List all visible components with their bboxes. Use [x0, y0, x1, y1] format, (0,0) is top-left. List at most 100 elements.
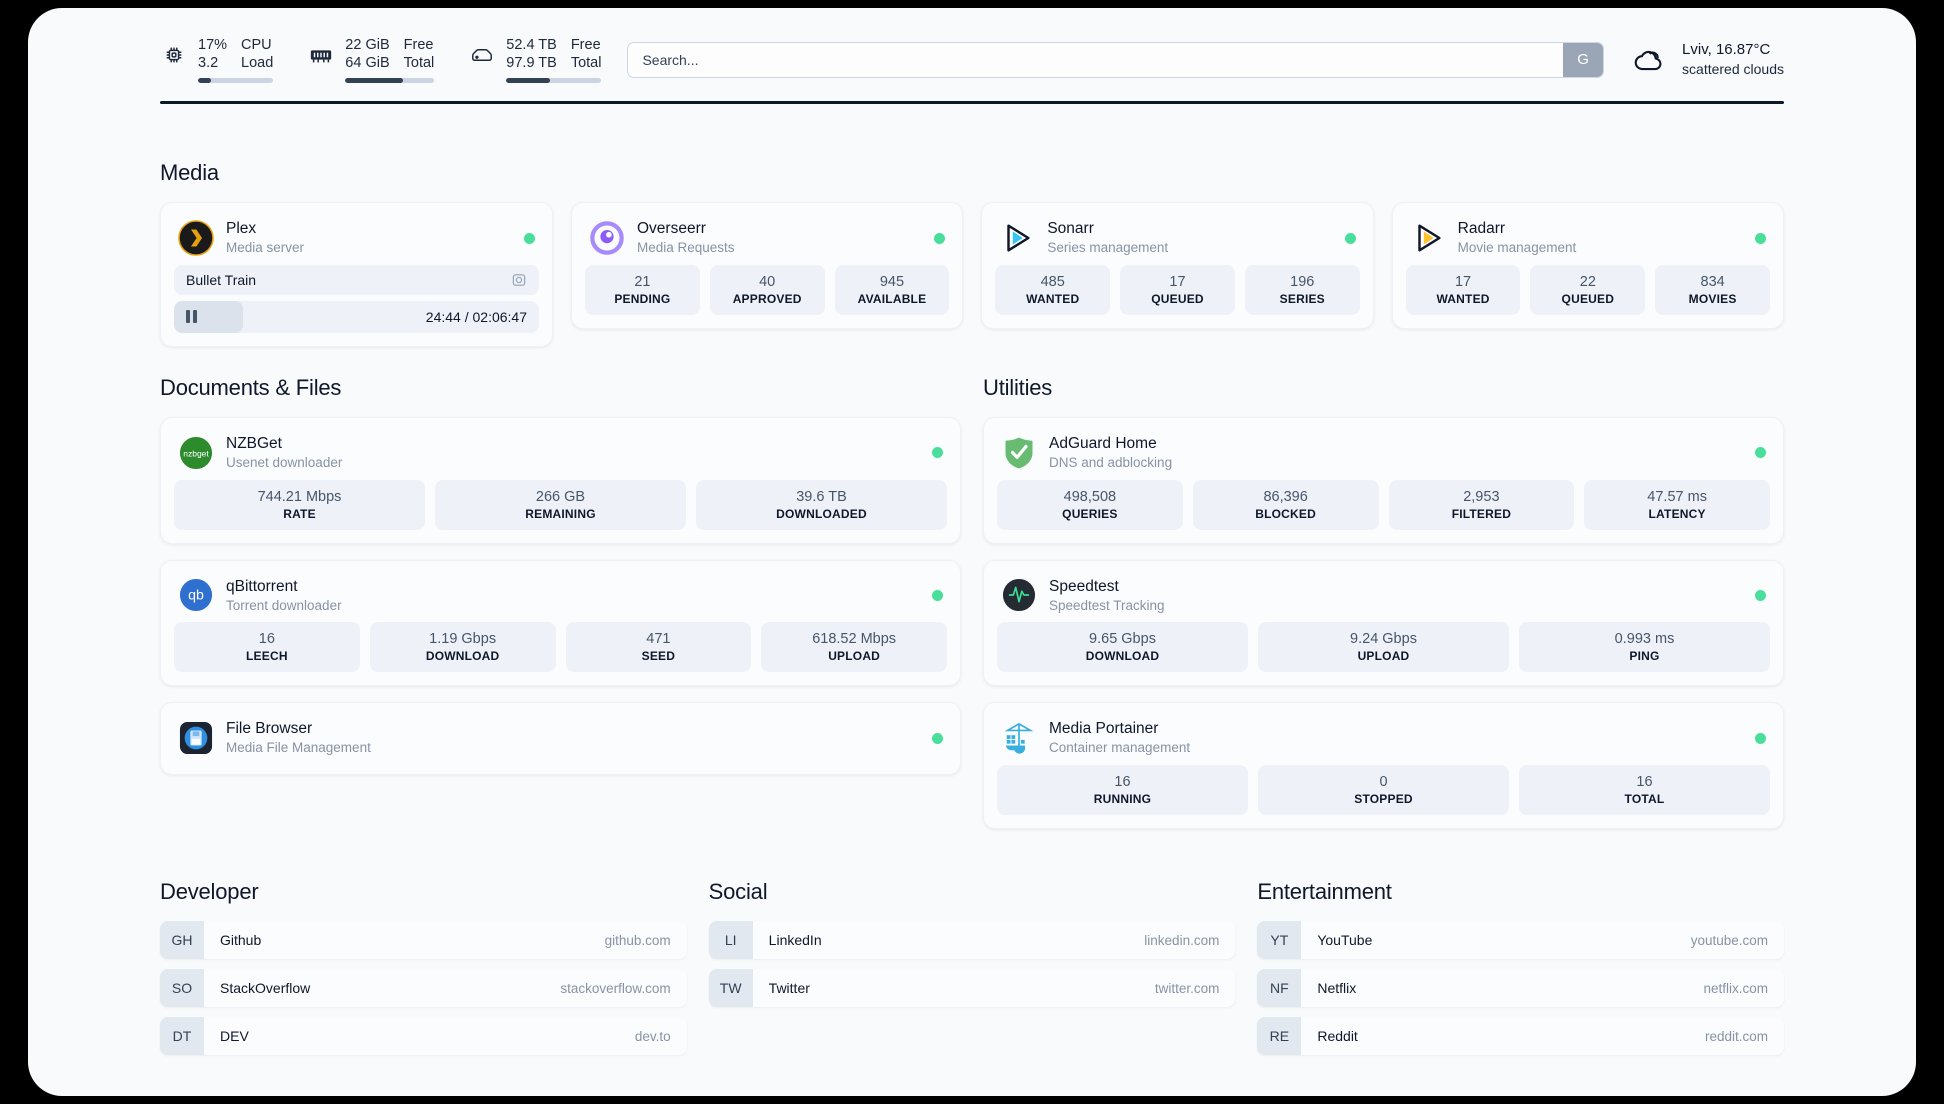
plex-progress-bar[interactable]: 24:44 / 02:06:47: [174, 300, 539, 333]
stat-label: WANTED: [1436, 291, 1490, 306]
stat-value: 16: [1114, 774, 1131, 790]
bookmark-badge: NF: [1257, 969, 1302, 1007]
card-subtitle: Torrent downloader: [226, 597, 342, 613]
stat-tile: 945 AVAILABLE: [834, 264, 950, 315]
stat-value: 2,953: [1463, 488, 1500, 505]
cloud-icon: [1630, 45, 1668, 75]
radarr-logo-icon: [1410, 220, 1446, 256]
bookmark-name: StackOverflow: [220, 980, 311, 996]
stat-value: 196: [1290, 273, 1315, 290]
cpu-usage-bar-fill: [198, 78, 211, 84]
bookmark-item-reddit[interactable]: RE Reddit reddit.com: [1257, 1017, 1785, 1055]
qbittorrent-logo-icon: qb: [178, 577, 214, 613]
system-stats: 17% 3.2 CPU Load: [160, 36, 602, 84]
bookmark-group-entertainment: Entertainment YT YouTube youtube.com NF …: [1257, 879, 1785, 1065]
card-header: Speedtest Speedtest Tracking: [997, 573, 1770, 623]
bookmarks-section: Developer GH Github github.com SO StackO…: [160, 879, 1785, 1065]
bookmark-item-github[interactable]: GH Github github.com: [160, 921, 687, 959]
bookmark-group-title: Entertainment: [1257, 879, 1392, 904]
card-subtitle: Container management: [1049, 740, 1191, 756]
card-title: Overseerr: [637, 220, 706, 238]
card-subtitle: Media Requests: [637, 240, 735, 256]
service-card-plex[interactable]: Plex Media server Bullet Train: [160, 202, 553, 347]
bookmark-item-netflix[interactable]: NF Netflix netflix.com: [1257, 969, 1785, 1007]
card-stat-grid: 485 WANTED 17 QUEUED 196 SERIES: [995, 264, 1360, 315]
stat-label: DOWNLOADED: [776, 506, 867, 521]
disk-usage-bar-fill: [506, 78, 551, 84]
bookmark-name: Twitter: [768, 980, 810, 996]
stat-tile: 266 GB REMAINING: [435, 479, 686, 530]
pause-icon[interactable]: [186, 310, 197, 324]
bookmark-group-developer: Developer GH Github github.com SO StackO…: [160, 879, 687, 1065]
service-card-sonarr[interactable]: Sonarr Series management 485 WANTED 17 Q…: [981, 202, 1374, 329]
card-subtitle: Usenet downloader: [226, 455, 343, 471]
disk-usage-bar: [506, 78, 602, 84]
bookmark-url: youtube.com: [1690, 932, 1769, 948]
overseerr-logo-icon: [589, 220, 625, 256]
bookmark-item-stackoverflow[interactable]: SO StackOverflow stackoverflow.com: [160, 969, 687, 1007]
stat-value: 498,508: [1063, 488, 1117, 505]
card-title: Speedtest: [1049, 577, 1119, 595]
stat-label: UPLOAD: [828, 649, 881, 664]
card-title: Sonarr: [1047, 220, 1094, 238]
card-subtitle: DNS and adblocking: [1049, 455, 1173, 471]
card-stat-grid: 17 WANTED 22 QUEUED 834 MOVIES: [1405, 264, 1770, 315]
service-card-media-portainer[interactable]: Media Portainer Container management 16 …: [983, 702, 1784, 829]
stat-tile: 86,396 BLOCKED: [1192, 479, 1379, 530]
card-subtitle: Movie management: [1457, 240, 1577, 256]
bookmark-item-dev[interactable]: DT DEV dev.to: [160, 1017, 687, 1055]
service-card-adguard-home[interactable]: AdGuard Home DNS and adblocking 498,508 …: [983, 416, 1784, 544]
service-card-overseerr[interactable]: Overseerr Media Requests 21 PENDING 40 A…: [571, 202, 964, 329]
plex-now-playing-title: Bullet Train: [186, 271, 257, 288]
bookmark-name: Netflix: [1317, 980, 1357, 996]
stat-value: 266 GB: [535, 488, 586, 505]
stat-value: 618.52 Mbps: [812, 631, 897, 648]
bookmark-item-twitter[interactable]: TW Twitter twitter.com: [708, 969, 1236, 1007]
service-card-speedtest[interactable]: Speedtest Speedtest Tracking 9.65 Gbps D…: [983, 559, 1784, 687]
memory-stat: 22 GiB 64 GiB Free Total: [307, 36, 435, 84]
stat-label: UPLOAD: [1357, 649, 1410, 664]
stat-value: 22: [1579, 273, 1596, 290]
service-card-nzbget[interactable]: nzbget NZBGet Usenet downloader 744.21 M…: [160, 416, 961, 544]
memory-label-top: Free: [403, 37, 434, 53]
stat-tile: 1.19 Gbps DOWNLOAD: [369, 622, 556, 673]
dashboard-window: 17% 3.2 CPU Load: [28, 8, 1916, 1096]
stat-label: PING: [1629, 649, 1660, 664]
service-card-qbittorrent[interactable]: qb qBittorrent Torrent downloader 16 LEE…: [160, 559, 961, 687]
search-bar[interactable]: G: [627, 41, 1605, 78]
cast-icon[interactable]: [511, 272, 527, 288]
service-card-file-browser[interactable]: File Browser Media File Management: [160, 702, 961, 775]
stat-label: QUEUED: [1151, 291, 1204, 306]
card-title: File Browser: [226, 720, 313, 738]
status-indicator-online: [524, 232, 535, 244]
bookmark-item-linkedin[interactable]: LI LinkedIn linkedin.com: [708, 921, 1236, 959]
bookmark-url: reddit.com: [1704, 1028, 1769, 1044]
service-card-radarr[interactable]: Radarr Movie management 17 WANTED 22 QUE…: [1391, 202, 1784, 329]
stat-tile: 9.65 Gbps DOWNLOAD: [997, 622, 1248, 673]
card-header: AdGuard Home DNS and adblocking: [997, 430, 1770, 480]
disk-total-value: 97.9 TB: [506, 55, 557, 72]
stat-value: 1.19 Gbps: [429, 631, 497, 648]
column-documents: Documents & Files nzbget NZBGet Usenet d…: [160, 375, 961, 791]
stat-tile: 39.6 TB DOWNLOADED: [696, 479, 947, 530]
plex-timestamp: 24:44 / 02:06:47: [425, 308, 527, 325]
sonarr-logo-icon: [999, 220, 1035, 256]
bookmark-name: LinkedIn: [768, 932, 822, 948]
search-input[interactable]: [628, 42, 1564, 77]
stat-value: 945: [879, 273, 905, 290]
stat-value: 86,396: [1263, 488, 1308, 505]
bookmark-badge: SO: [160, 969, 204, 1007]
disk-stat: 52.4 TB 97.9 TB Free Total: [468, 36, 602, 84]
bookmark-group-title: Developer: [160, 879, 259, 904]
stat-value: 40: [759, 273, 776, 290]
disk-label-top: Free: [570, 37, 601, 53]
bookmark-item-youtube[interactable]: YT YouTube youtube.com: [1257, 921, 1785, 959]
bookmark-badge: DT: [160, 1017, 204, 1055]
stat-value: 485: [1040, 273, 1065, 290]
stat-label: TOTAL: [1624, 792, 1665, 806]
stat-tile: 17 QUEUED: [1120, 264, 1235, 315]
status-indicator-online: [1754, 232, 1766, 244]
search-engine-button[interactable]: G: [1563, 42, 1604, 77]
stat-value: 0.993 ms: [1614, 631, 1675, 648]
card-header: Overseerr Media Requests: [585, 215, 949, 265]
